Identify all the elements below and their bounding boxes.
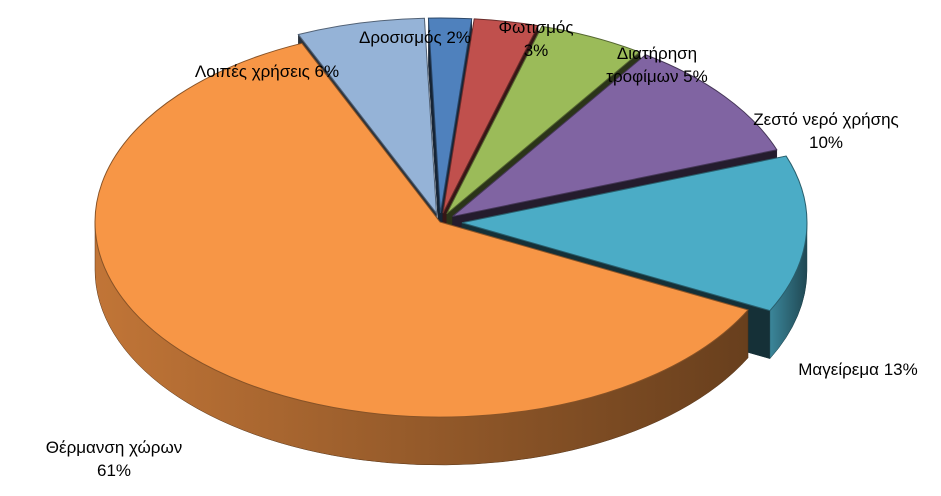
label-lighting-line1: Φωτισμός — [498, 18, 574, 37]
label-food-preservation-line2: τροφίμων 5% — [606, 67, 708, 86]
label-space-heating: Θέρμανση χώρων 61% — [26, 436, 202, 482]
label-other-uses: Λοιπές χρήσεις 6% — [172, 60, 362, 83]
label-other-uses-line1: Λοιπές χρήσεις 6% — [194, 62, 340, 81]
label-food-preservation: Διατήρηση τροφίμων 5% — [592, 42, 722, 88]
label-lighting-line2: 3% — [523, 41, 549, 60]
label-cooling-line1: Δροσισμός 2% — [359, 28, 471, 47]
label-space-heating-line2: 61% — [96, 461, 132, 480]
label-cooking-line1: Μαγείρεμα 13% — [798, 360, 918, 379]
label-cooling: Δροσισμός 2% — [345, 26, 485, 49]
label-cooking: Μαγείρεμα 13% — [778, 358, 938, 381]
label-lighting: Φωτισμός 3% — [486, 16, 586, 62]
pie-slice-space-heating — [94, 42, 749, 466]
label-hot-water: Ζεστό νερό χρήσης 10% — [734, 108, 918, 154]
label-hot-water-line1: Ζεστό νερό χρήσης — [753, 110, 899, 129]
label-food-preservation-line1: Διατήρηση — [616, 44, 698, 63]
label-space-heating-line1: Θέρμανση χώρων — [45, 438, 183, 457]
label-hot-water-line2: 10% — [808, 133, 844, 152]
